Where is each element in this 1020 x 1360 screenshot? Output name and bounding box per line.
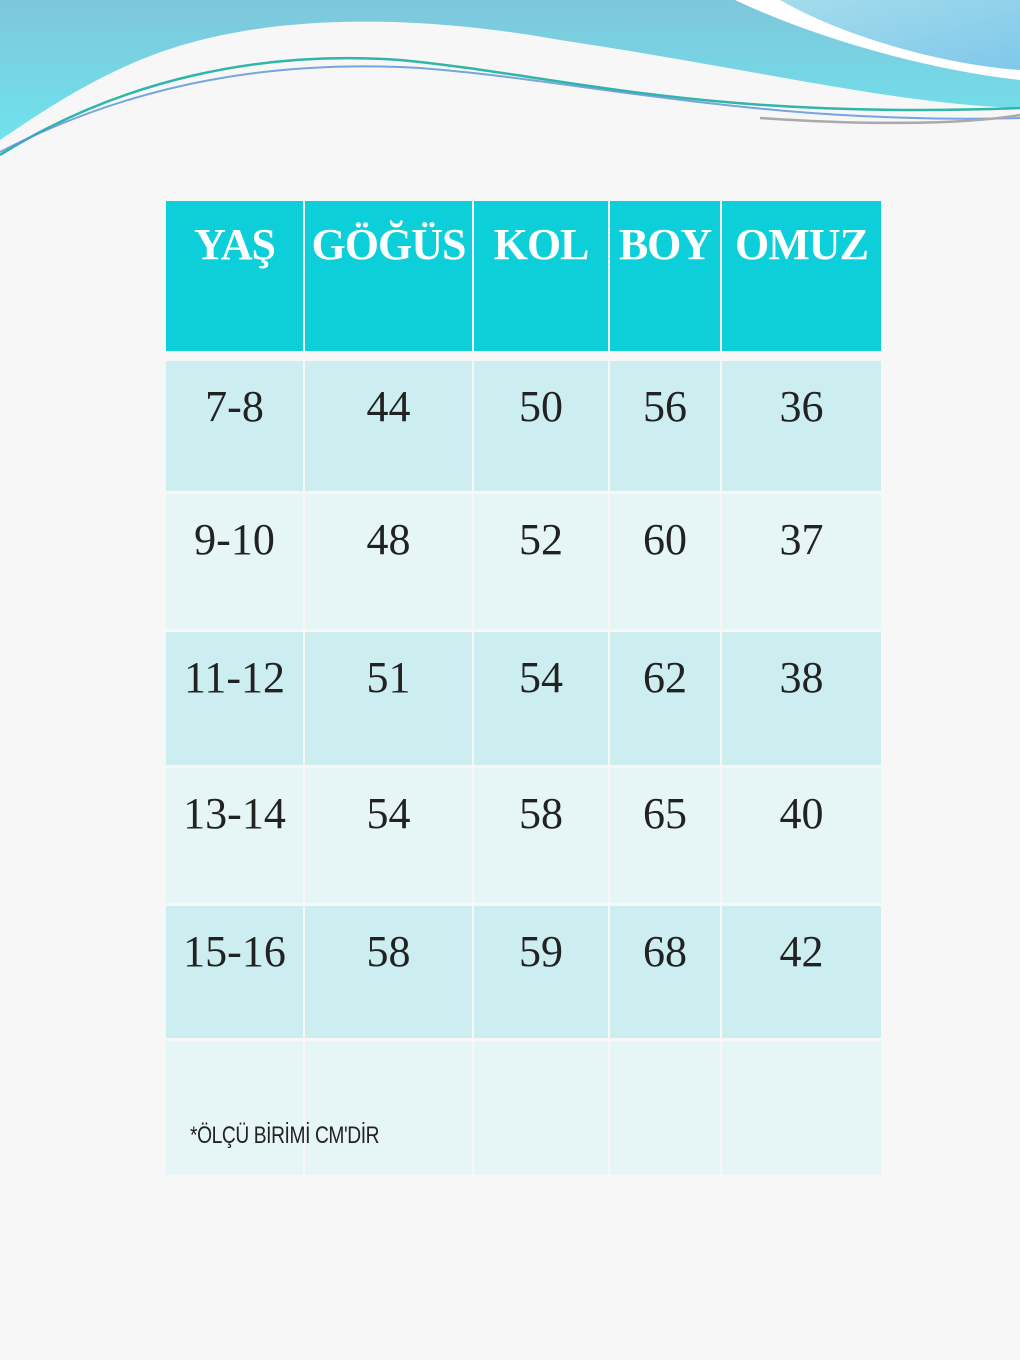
empty-cell <box>305 1041 472 1175</box>
empty-cell <box>474 1041 608 1175</box>
cell-length: 60 <box>610 494 720 629</box>
header-sleeve: KOL <box>474 201 608 351</box>
cell-sleeve: 58 <box>474 768 608 903</box>
cell-age: 11-12 <box>166 632 303 765</box>
cell-shoulder: 42 <box>722 906 881 1038</box>
cell-length: 68 <box>610 906 720 1038</box>
empty-cell <box>166 1041 303 1175</box>
cell-age: 9-10 <box>166 494 303 629</box>
cell-chest: 58 <box>305 906 472 1038</box>
empty-cell <box>610 1041 720 1175</box>
cell-sleeve: 52 <box>474 494 608 629</box>
cell-chest: 48 <box>305 494 472 629</box>
header-length: BOY <box>610 201 720 351</box>
cell-sleeve: 50 <box>474 361 608 491</box>
header-chest: GÖĞÜS <box>305 201 472 351</box>
header-age: YAŞ <box>166 201 303 351</box>
cell-shoulder: 40 <box>722 768 881 903</box>
cell-length: 56 <box>610 361 720 491</box>
header-shoulder: OMUZ <box>722 201 881 351</box>
cell-length: 65 <box>610 768 720 903</box>
cell-age: 15-16 <box>166 906 303 1038</box>
cell-age: 7-8 <box>166 361 303 491</box>
cell-shoulder: 38 <box>722 632 881 765</box>
cell-sleeve: 59 <box>474 906 608 1038</box>
cell-chest: 44 <box>305 361 472 491</box>
cell-length: 62 <box>610 632 720 765</box>
cell-chest: 54 <box>305 768 472 903</box>
cell-shoulder: 37 <box>722 494 881 629</box>
unit-note: *ÖLÇÜ BİRİMİ CM'DİR <box>190 1122 380 1149</box>
decorative-wave-banner <box>0 0 1020 157</box>
cell-shoulder: 36 <box>722 361 881 491</box>
cell-sleeve: 54 <box>474 632 608 765</box>
cell-chest: 51 <box>305 632 472 765</box>
cell-age: 13-14 <box>166 768 303 903</box>
empty-cell <box>722 1041 881 1175</box>
